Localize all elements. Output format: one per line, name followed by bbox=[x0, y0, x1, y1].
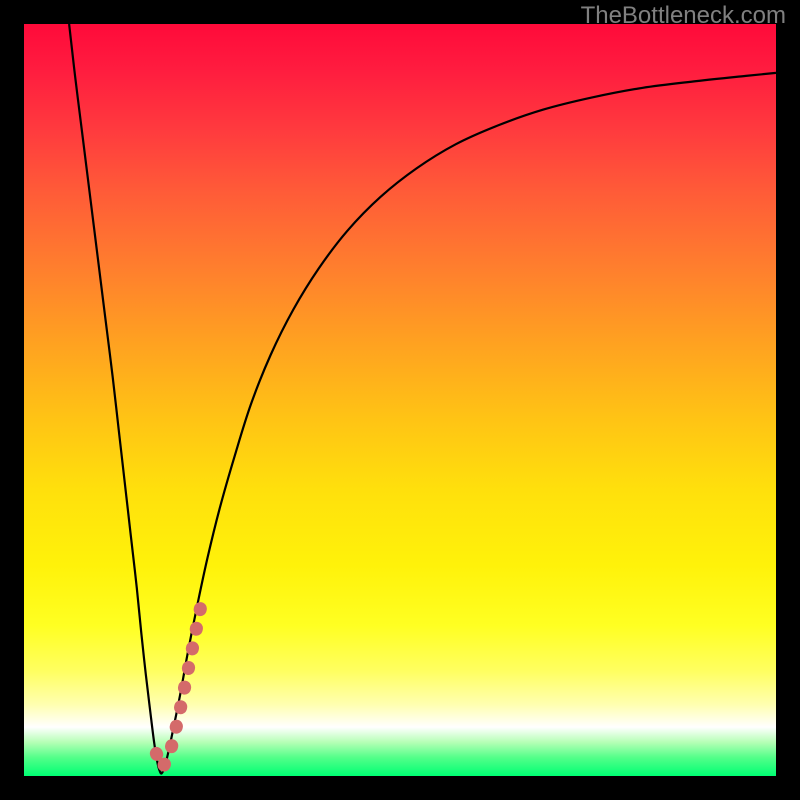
bottleneck-curve bbox=[69, 24, 776, 773]
curve-layer bbox=[24, 24, 776, 776]
chart-stage: TheBottleneck.com bbox=[0, 0, 800, 800]
plot-area bbox=[24, 24, 776, 776]
optimal-marker-hook bbox=[156, 596, 203, 769]
source-watermark: TheBottleneck.com bbox=[581, 2, 786, 30]
